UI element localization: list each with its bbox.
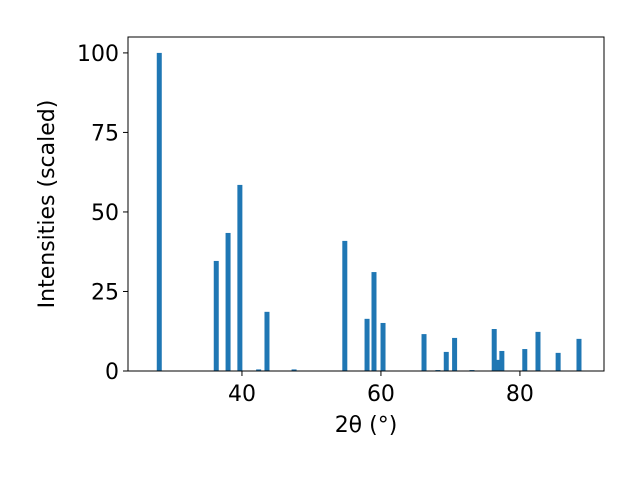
bar xyxy=(156,52,162,372)
y-tick-label: 25 xyxy=(91,280,119,305)
bar xyxy=(237,184,243,371)
bar xyxy=(443,351,449,371)
bar xyxy=(576,338,582,371)
bar xyxy=(522,349,528,371)
y-tick-label: 0 xyxy=(105,360,119,385)
bar xyxy=(495,359,501,371)
plot-frame xyxy=(127,36,605,372)
bar xyxy=(264,311,270,371)
bar xyxy=(371,272,377,371)
x-tick-label: 80 xyxy=(506,382,534,407)
y-tick-label: 50 xyxy=(91,201,119,226)
bar xyxy=(491,329,497,371)
bar xyxy=(421,334,427,371)
y-axis-label: Intensities (scaled) xyxy=(35,100,60,309)
x-tick-label: 40 xyxy=(228,382,256,407)
bar xyxy=(291,369,297,371)
bar xyxy=(535,331,541,371)
bar xyxy=(256,369,262,371)
bar xyxy=(364,318,370,371)
x-axis-label: 2θ (°) xyxy=(335,413,398,438)
bar xyxy=(225,232,231,371)
bar xyxy=(380,322,386,371)
y-tick-label: 100 xyxy=(77,42,119,67)
bar xyxy=(213,260,219,371)
y-tick-label: 75 xyxy=(91,121,119,146)
bar xyxy=(499,350,505,371)
bar xyxy=(452,337,458,371)
bar xyxy=(342,240,348,371)
bar xyxy=(555,352,561,371)
x-tick-label: 60 xyxy=(367,382,395,407)
